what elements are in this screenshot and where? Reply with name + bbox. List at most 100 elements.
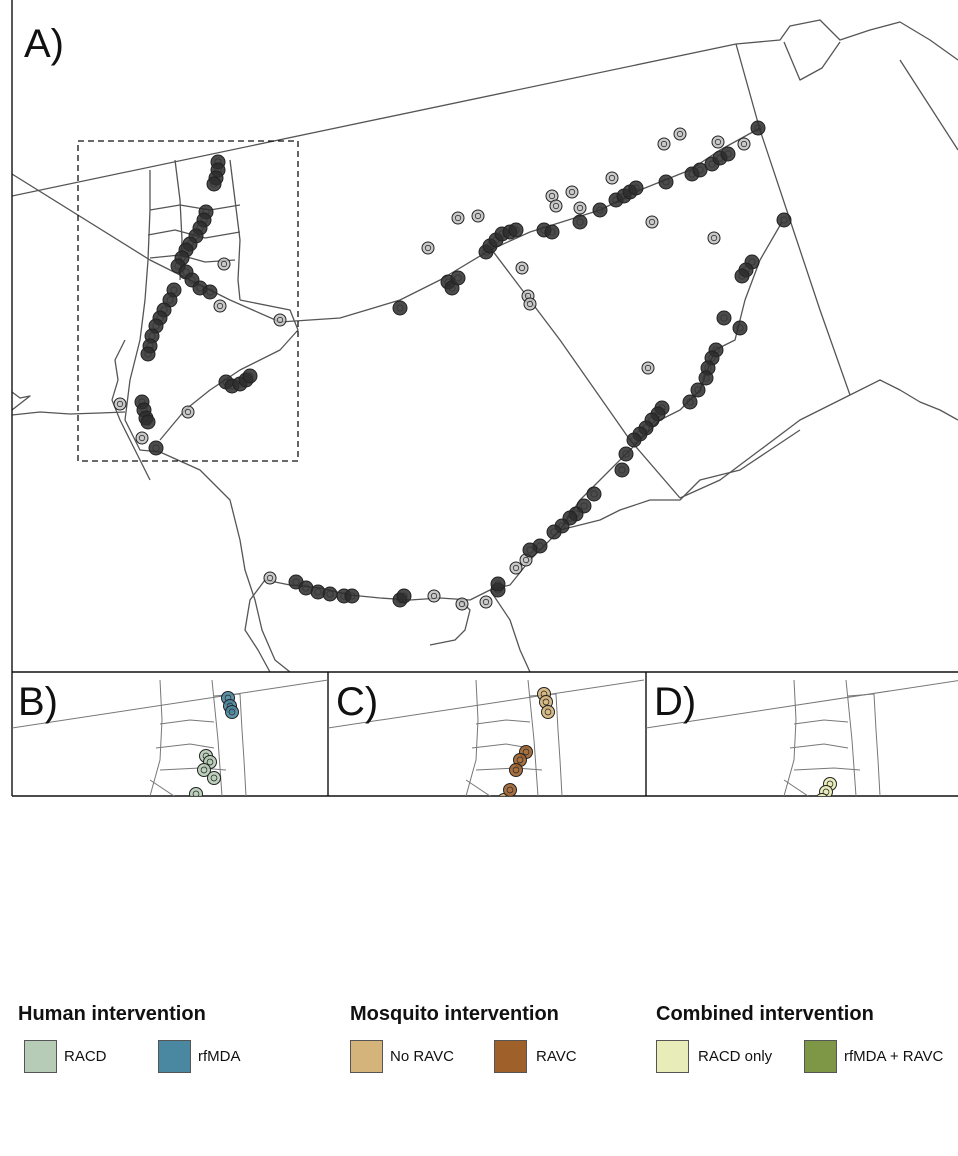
map-point-dark <box>206 176 222 192</box>
map-point-dark <box>586 486 602 502</box>
boundary-line <box>527 679 539 796</box>
map-point-ravc <box>490 824 503 837</box>
map-point-ravc-core <box>516 756 524 764</box>
map-point-racd-only <box>814 804 827 817</box>
map-point-racd-core <box>157 867 163 873</box>
map-point-dark <box>658 174 674 190</box>
map-point-dark <box>242 368 258 384</box>
boundary-line <box>328 938 452 940</box>
map-point-dark <box>140 414 156 430</box>
map-point-ravc <box>480 850 493 863</box>
map-point-dark-core <box>566 514 574 522</box>
map-point-racd <box>232 946 245 959</box>
map-point-dark <box>690 382 706 398</box>
map-point-ravc-core <box>501 803 507 809</box>
map-point-light-core <box>424 244 432 252</box>
map-point-racd-only-core <box>823 813 829 819</box>
map-panel-b <box>12 679 328 1055</box>
map-point-dark-core <box>400 592 408 600</box>
map-point-rfmda-ravc-core <box>789 871 795 877</box>
map-point-ravc <box>562 950 575 963</box>
legend-racd-swatch <box>24 1040 57 1073</box>
map-point-ravc <box>509 763 523 777</box>
map-point-light <box>263 571 277 585</box>
map-point-rfmda-ravc-core <box>771 967 777 973</box>
map-point-light <box>707 231 721 245</box>
map-point-ravc-core <box>506 786 514 794</box>
boundary-line <box>793 767 861 771</box>
map-point-rfmda-core <box>145 921 151 927</box>
map-point-light-core <box>576 204 584 212</box>
map-point-light-core <box>454 214 462 222</box>
map-point-ravc-core <box>565 953 571 959</box>
boundary-line <box>465 679 479 796</box>
map-point-rfmda-ravc <box>774 972 787 985</box>
map-point-dark-core <box>536 542 544 550</box>
map-point-dark-core <box>182 268 190 276</box>
map-point-rfmda-core <box>141 1045 147 1051</box>
map-point-light <box>427 589 441 603</box>
map-point-dark <box>546 524 562 540</box>
map-point-racd-only <box>866 946 879 959</box>
boundary-line <box>12 679 328 729</box>
map-point-rfmda <box>138 1042 151 1055</box>
boundary-line <box>754 830 780 960</box>
map-point-dark-core <box>348 592 356 600</box>
map-point-light <box>565 185 579 199</box>
legend-human-title: Human intervention <box>18 1003 206 1025</box>
map-point-light <box>479 595 493 609</box>
map-point-dark <box>698 370 714 386</box>
map-point-ravc-core <box>493 827 499 833</box>
legend-mosquito-title: Mosquito intervention <box>350 1003 559 1025</box>
panel-label-d: D) <box>654 680 697 724</box>
map-point-light <box>181 405 195 419</box>
map-point-rfmda-core <box>147 887 153 893</box>
map-point-dark-core <box>648 416 656 424</box>
map-point-dark-core <box>206 288 214 296</box>
map-point-dark-core <box>292 578 300 586</box>
map-point-dark-core <box>326 590 334 598</box>
map-point-light-core <box>138 434 146 442</box>
map-point-dark <box>626 432 642 448</box>
map-point-dark-core <box>246 372 254 380</box>
map-point-light-core <box>518 264 526 272</box>
map-point-rfmda <box>250 942 263 955</box>
map-point-light-core <box>644 364 652 372</box>
map-point-racd-only <box>816 793 828 796</box>
map-point-dark <box>148 440 164 456</box>
map-point-light-core <box>522 556 530 564</box>
map-point-racd <box>154 864 167 877</box>
map-point-dark-core <box>192 232 200 240</box>
legend-rfmda-label: rfMDA <box>198 1048 241 1065</box>
map-point-racd-core <box>206 758 214 766</box>
map-point-dark <box>750 120 766 136</box>
map-point-racd-core <box>181 827 187 833</box>
boundary-line <box>155 743 215 749</box>
map-point-ravc <box>474 864 487 877</box>
map-point-ravc <box>574 954 587 967</box>
map-panel-c <box>328 679 645 967</box>
map-point-dark-core <box>188 276 196 284</box>
map-point-light-core <box>740 140 748 148</box>
map-point-ravc <box>462 884 475 897</box>
map-point-ravc <box>540 856 553 869</box>
map-point-racd-only <box>862 942 875 955</box>
map-point-no-ravc <box>554 944 567 957</box>
map-point-racd-only-core <box>819 797 825 803</box>
map-point-rfmda <box>260 940 273 953</box>
boundary-line <box>562 795 563 796</box>
legend-no-ravc-label: No RAVC <box>390 1048 454 1065</box>
map-point-dark-core <box>210 180 218 188</box>
map-point-dark-core <box>512 226 520 234</box>
map-point-light-core <box>608 174 616 182</box>
map-point-rfmda-ravc <box>794 850 807 863</box>
map-point-rfmda-ravc <box>786 868 799 881</box>
map-point-no-ravc <box>546 946 559 959</box>
map-point-light-core <box>116 400 124 408</box>
map-point-light-core <box>220 260 228 268</box>
map-point-ravc-core <box>577 957 583 963</box>
boundary-line <box>845 679 857 796</box>
map-point-ravc-core <box>527 859 533 865</box>
map-point-dark <box>140 346 156 362</box>
